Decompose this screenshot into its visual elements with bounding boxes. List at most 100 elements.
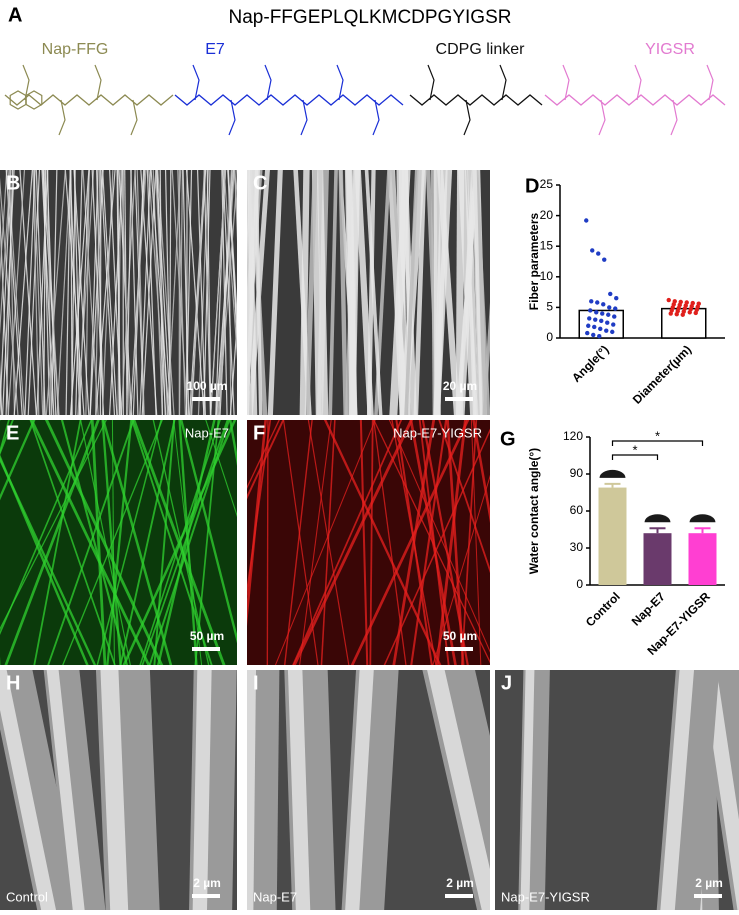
data-point bbox=[604, 328, 608, 332]
side-chain bbox=[59, 100, 65, 135]
data-point bbox=[612, 314, 616, 318]
image-caption: Control bbox=[6, 889, 48, 904]
fiber bbox=[303, 165, 307, 420]
backbone bbox=[5, 95, 173, 105]
fiber bbox=[100, 165, 101, 420]
data-point bbox=[606, 313, 610, 317]
fiber bbox=[240, 165, 248, 420]
side-chain bbox=[635, 65, 641, 100]
backbone bbox=[410, 95, 542, 105]
x-tick-label: Angle(°) bbox=[569, 342, 612, 385]
fiber bbox=[508, 165, 509, 420]
side-chain bbox=[265, 65, 271, 100]
data-point bbox=[681, 313, 685, 317]
peptide-title: Nap-FFGEPLQLKMCDPGYIGSR bbox=[229, 7, 512, 28]
image-caption: Nap-E7 bbox=[253, 889, 297, 904]
data-point bbox=[614, 296, 618, 300]
y-tick-label: 10 bbox=[540, 269, 554, 283]
y-tick-label: 0 bbox=[576, 577, 583, 591]
scale-bar-label: 2 µm bbox=[446, 876, 474, 890]
panel-label: D bbox=[525, 175, 539, 197]
side-chain bbox=[229, 100, 235, 135]
data-point bbox=[611, 322, 615, 326]
backbone bbox=[175, 95, 403, 105]
data-point bbox=[688, 310, 692, 314]
image bbox=[495, 660, 739, 910]
scale-bar-label: 2 µm bbox=[193, 876, 221, 890]
scale-bar bbox=[192, 894, 220, 898]
side-chain bbox=[337, 65, 343, 100]
fiber bbox=[349, 165, 354, 420]
side-chain bbox=[707, 65, 713, 100]
data-point bbox=[586, 324, 590, 328]
scale-bar bbox=[192, 397, 220, 401]
side-chain bbox=[301, 100, 307, 135]
panel-label: E bbox=[6, 422, 19, 444]
y-tick-label: 0 bbox=[546, 330, 553, 344]
data-point bbox=[599, 319, 603, 323]
y-axis-label: Fiber parameters bbox=[527, 212, 541, 310]
image-caption: Nap-E7-YIGSR bbox=[501, 889, 590, 904]
data-point bbox=[584, 218, 588, 222]
image-caption: Nap-E7 bbox=[185, 425, 229, 440]
scale-bar bbox=[445, 397, 473, 401]
data-point bbox=[608, 292, 612, 296]
bar bbox=[644, 533, 672, 585]
data-point bbox=[675, 312, 679, 316]
fiber bbox=[245, 165, 246, 420]
image bbox=[247, 660, 506, 910]
data-point bbox=[589, 299, 593, 303]
data-point bbox=[591, 333, 595, 337]
bar bbox=[599, 488, 627, 585]
data-point bbox=[607, 305, 611, 309]
scale-bar-label: 50 µm bbox=[190, 629, 224, 643]
segment-label: CDPG linker bbox=[436, 41, 526, 58]
data-point bbox=[600, 311, 604, 315]
panel-label: H bbox=[6, 672, 20, 694]
backbone bbox=[545, 95, 725, 105]
image-caption: Nap-E7-YIGSR bbox=[393, 425, 482, 440]
y-tick-label: 30 bbox=[570, 540, 584, 554]
droplet bbox=[600, 470, 626, 478]
panel-label: G bbox=[500, 428, 516, 450]
data-point bbox=[585, 331, 589, 335]
scale-bar-label: 20 µm bbox=[443, 379, 477, 393]
data-point bbox=[596, 251, 600, 255]
y-tick-label: 25 bbox=[540, 177, 554, 191]
segment-label: Nap-FFG bbox=[42, 41, 109, 58]
fiber-highlight bbox=[200, 660, 205, 910]
scale-bar bbox=[445, 894, 473, 898]
side-chain bbox=[500, 65, 506, 100]
scale-bar-label: 100 µm bbox=[187, 379, 228, 393]
y-tick-label: 120 bbox=[563, 429, 583, 443]
side-chain bbox=[428, 65, 434, 100]
x-tick-label: Diameter(µm) bbox=[630, 342, 694, 406]
data-point bbox=[610, 330, 614, 334]
y-tick-label: 90 bbox=[570, 466, 584, 480]
fiber bbox=[257, 660, 260, 910]
side-chain bbox=[671, 100, 677, 135]
data-point bbox=[667, 298, 671, 302]
side-chain bbox=[464, 100, 470, 135]
fiber bbox=[496, 165, 504, 420]
data-point bbox=[595, 300, 599, 304]
fiber-highlight bbox=[247, 660, 250, 910]
data-point bbox=[602, 257, 606, 261]
bar bbox=[689, 533, 717, 585]
segment-label: E7 bbox=[205, 41, 225, 58]
data-point bbox=[594, 310, 598, 314]
panel-label: C bbox=[253, 172, 267, 194]
droplet bbox=[645, 514, 671, 522]
fiber bbox=[501, 165, 513, 420]
droplet bbox=[690, 514, 716, 522]
data-point bbox=[590, 248, 594, 252]
data-point bbox=[613, 306, 617, 310]
side-chain bbox=[95, 65, 101, 100]
y-axis-label: Water contact angle(°) bbox=[527, 448, 541, 574]
data-point bbox=[592, 325, 596, 329]
scale-bar bbox=[445, 647, 473, 651]
segment-label: YIGSR bbox=[645, 41, 695, 58]
data-point bbox=[587, 316, 591, 320]
fiber-highlight bbox=[109, 660, 120, 910]
